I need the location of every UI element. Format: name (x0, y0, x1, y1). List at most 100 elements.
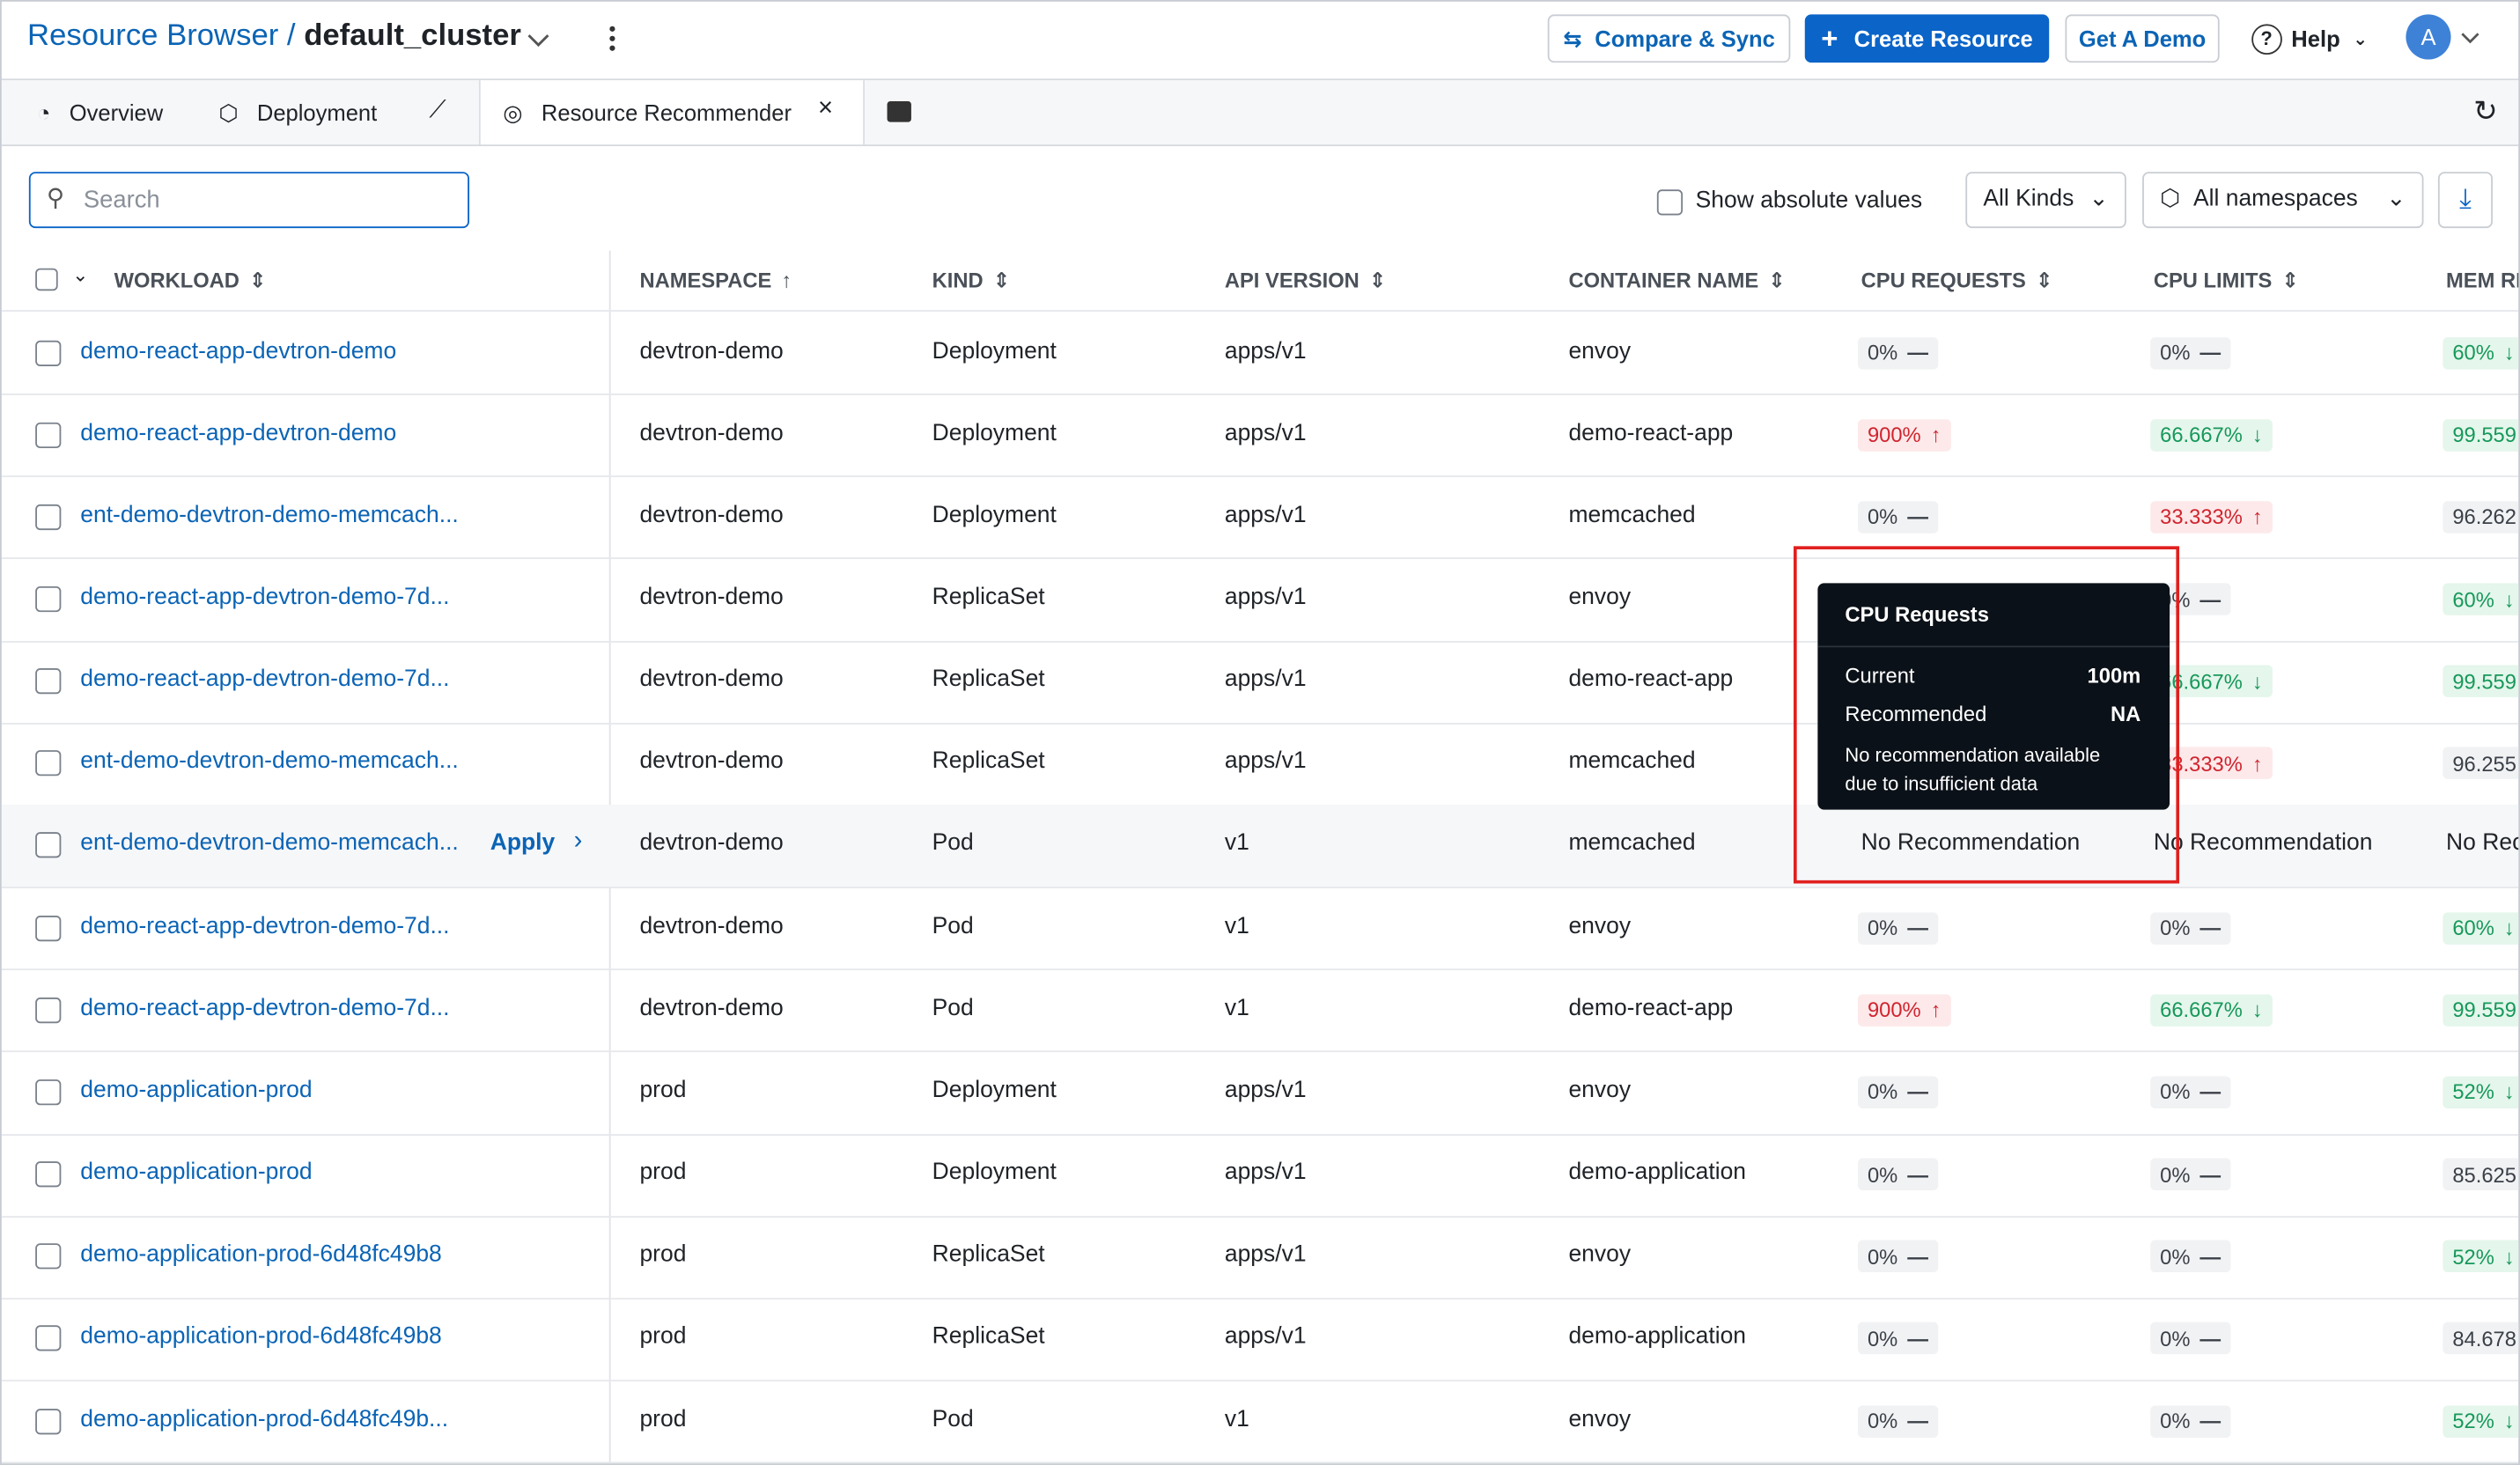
namespace-cell: devtron-demo (639, 502, 784, 529)
workload-link[interactable]: ent-demo-devtron-demo-memcach... (80, 831, 459, 858)
row-divider (1, 1380, 2519, 1382)
help-button[interactable]: ? Help ⌄ (2242, 14, 2376, 63)
api-version-cell: apps/v1 (1224, 338, 1307, 364)
badge-text: 52% (2452, 1409, 2494, 1433)
column-header[interactable]: MEM REQUESTS⇕ (2446, 269, 2518, 294)
select-all-checkbox[interactable] (35, 268, 58, 291)
cluster-dropdown[interactable] (522, 24, 555, 55)
trend-icon: ↓ (2503, 340, 2515, 365)
workload-link[interactable]: demo-react-app-devtron-demo (80, 420, 397, 446)
column-title: CONTAINER NAME (1568, 268, 1759, 293)
row-checkbox[interactable] (35, 422, 62, 448)
more-menu[interactable] (600, 21, 625, 56)
workload-link[interactable]: demo-application-prod-6d48fc49b8 (80, 1324, 442, 1351)
namespace-cell: prod (639, 1078, 687, 1104)
select-dropdown[interactable]: ⌄ (72, 263, 89, 286)
column-header[interactable]: KIND ⇕ (932, 269, 1011, 294)
kinds-select[interactable]: All Kinds ⌄ (1965, 172, 2126, 229)
chart-tab[interactable]: ⟋ (429, 96, 446, 124)
container-cell: envoy (1568, 1241, 1632, 1268)
row-checkbox[interactable] (35, 750, 62, 777)
tooltip-divider (1817, 645, 2170, 648)
row-checkbox[interactable] (35, 1161, 62, 1188)
badge-text: 85.625 (2452, 1162, 2516, 1187)
refresh[interactable]: ↻ (2473, 94, 2498, 128)
cluster-name[interactable]: default_cluster (304, 18, 521, 54)
recommendation-badge: 60% ↓ (2443, 583, 2519, 615)
search-placeholder: Search (83, 186, 160, 214)
apply-chevron[interactable]: › (573, 828, 583, 856)
api-version-cell: v1 (1224, 913, 1249, 939)
badge-text: 33.333% (2160, 751, 2243, 776)
workload-link[interactable]: demo-application-prod-6d48fc49b... (80, 1406, 449, 1432)
terminal-tab[interactable] (887, 100, 911, 122)
workload-link[interactable]: demo-react-app-devtron-demo (80, 338, 397, 364)
workload-link[interactable]: demo-application-prod-6d48fc49b8 (80, 1241, 442, 1268)
recommendation-badge: 0% — (2150, 1322, 2231, 1355)
recommendation-badge: 0% — (1858, 1158, 1938, 1191)
recommendation-badge: 0% — (1858, 501, 1938, 534)
breadcrumb[interactable]: Resource Browser / default_cluster (27, 19, 521, 55)
column-header[interactable]: NAMESPACE ↑ (639, 269, 792, 292)
breadcrumb-link[interactable]: Resource Browser / (27, 18, 296, 54)
create-button[interactable]: + Create Resource (1804, 14, 2050, 63)
recommendation-badge: 84.678— (2443, 1322, 2519, 1355)
column-header[interactable]: CPU REQUESTS ⇕ (1861, 269, 2053, 294)
badge-text: 0% (2160, 1409, 2191, 1433)
workload-link[interactable]: demo-react-app-devtron-demo-7d... (80, 995, 450, 1021)
workload-link[interactable]: demo-application-prod (80, 1078, 313, 1104)
row-checkbox[interactable] (35, 915, 62, 941)
workload-link[interactable]: demo-react-app-devtron-demo-7d... (80, 666, 450, 693)
namespace-select[interactable]: ⬡ All namespaces ⌄ (2142, 172, 2424, 229)
avatar[interactable]: A (2406, 14, 2451, 60)
apply-button[interactable]: Apply (490, 831, 556, 858)
search-box[interactable]: ⚲ Search (28, 172, 469, 229)
trend-icon: — (2199, 1244, 2222, 1269)
badge-text: 0% (1867, 916, 1898, 940)
sort-icon: ⇕ (992, 268, 1011, 293)
tab[interactable]: ◔ Overview (36, 99, 164, 126)
tab[interactable]: ◎ Resource Recommender (503, 99, 792, 126)
row-checkbox[interactable] (35, 1079, 62, 1106)
avatar-dropdown[interactable] (2457, 24, 2483, 49)
column-header[interactable]: WORKLOAD ⇕ (114, 269, 267, 294)
compare-button[interactable]: ⇆ Compare & Sync (1547, 14, 1791, 63)
recommendation-badge: 0% — (1858, 1076, 1938, 1108)
recommendation-badge: 0% — (1858, 1240, 1938, 1273)
kind-cell: Pod (932, 913, 974, 939)
workload-link[interactable]: demo-react-app-devtron-demo-7d... (80, 913, 450, 939)
api-version-cell: apps/v1 (1224, 585, 1307, 611)
kind-cell: Pod (932, 831, 974, 858)
row-divider (1, 968, 2519, 971)
table-row[interactable] (1, 804, 2519, 887)
download-button[interactable]: ⤓ (2437, 172, 2493, 229)
row-checkbox[interactable] (35, 1408, 62, 1434)
row-checkbox[interactable] (35, 668, 62, 695)
column-header[interactable]: CONTAINER NAME ⇕ (1568, 269, 1786, 294)
row-checkbox[interactable] (35, 504, 62, 530)
column-header[interactable]: API VERSION ⇕ (1225, 269, 1387, 294)
absolute-checkbox[interactable] (1656, 189, 1684, 216)
recommendation-badge: 0% — (2150, 1076, 2231, 1108)
row-checkbox[interactable] (35, 1325, 62, 1352)
workload-link[interactable]: demo-application-prod (80, 1159, 313, 1186)
row-checkbox[interactable] (35, 340, 62, 366)
demo-button[interactable]: Get A Demo (2065, 14, 2220, 63)
absolute-label[interactable]: Show absolute values (1695, 188, 1923, 214)
row-checkbox[interactable] (35, 585, 62, 613)
kind-cell: ReplicaSet (932, 748, 1045, 776)
container-cell: envoy (1568, 338, 1632, 364)
workload-link[interactable]: demo-react-app-devtron-demo-7d... (80, 585, 450, 611)
row-checkbox[interactable] (35, 997, 62, 1023)
workload-link[interactable]: ent-demo-devtron-demo-memcach... (80, 748, 459, 776)
sort-icon: ↑ (781, 268, 792, 293)
row-checkbox[interactable] (35, 1243, 62, 1270)
close-tab[interactable]: × (818, 94, 834, 122)
namespace-cell: devtron-demo (639, 585, 784, 611)
workload-link[interactable]: ent-demo-devtron-demo-memcach... (80, 502, 459, 529)
api-version-cell: apps/v1 (1224, 502, 1307, 529)
kind-cell: ReplicaSet (932, 1324, 1045, 1351)
row-checkbox[interactable] (35, 832, 62, 859)
tab[interactable]: ⬡ Deployment (218, 99, 378, 126)
column-header[interactable]: CPU LIMITS ⇕ (2154, 269, 2299, 294)
